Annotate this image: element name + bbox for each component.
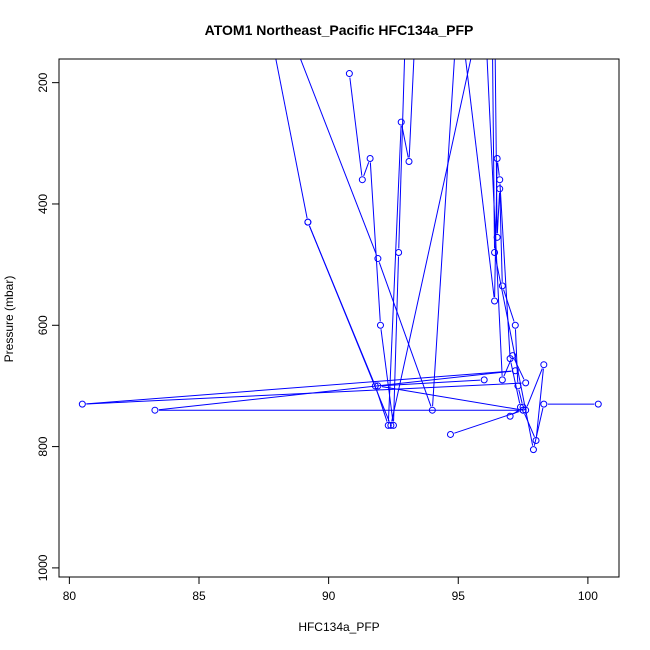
data-point: [358, 176, 366, 184]
series-segment: [465, 59, 495, 298]
data-point: [498, 282, 506, 290]
data-point: [78, 400, 86, 408]
x-tick-label: 100: [578, 589, 598, 603]
series-segment: [496, 192, 501, 234]
x-tick-label: 85: [192, 589, 206, 603]
series-segment: [533, 407, 544, 446]
series-segment: [158, 370, 512, 411]
data-point: [387, 421, 395, 429]
series-segment: [86, 370, 512, 405]
data-point: [395, 248, 403, 256]
series-segment: [308, 225, 390, 422]
data-point: [151, 406, 159, 414]
series-segment: [518, 389, 523, 404]
series-segment: [381, 386, 520, 411]
data-point: [446, 430, 454, 438]
x-tick-label: 95: [452, 589, 466, 603]
series-segment: [432, 59, 455, 407]
y-tick-label: 400: [36, 194, 50, 214]
series-segment: [454, 410, 520, 434]
data-point: [509, 352, 517, 360]
series-layer: [78, 59, 602, 454]
series-segment: [494, 59, 498, 234]
y-tick-label: 1000: [36, 554, 50, 581]
data-point: [374, 382, 382, 390]
data-point: [519, 403, 527, 411]
data-point: [366, 154, 374, 162]
series-segment: [494, 256, 534, 446]
series-segment: [503, 289, 515, 322]
data-point: [540, 361, 548, 369]
y-tick-label: 800: [36, 436, 50, 456]
series-segment: [363, 162, 370, 177]
series-segment: [526, 368, 543, 407]
series-3: [299, 59, 602, 454]
series-segment: [535, 368, 544, 437]
series-segment: [497, 162, 500, 176]
data-point: [376, 321, 384, 329]
data-point: [389, 421, 397, 429]
data-point: [496, 176, 504, 184]
data-point: [491, 248, 499, 256]
series-segment: [524, 413, 535, 438]
series-segment: [408, 59, 415, 158]
series-segment: [387, 126, 402, 422]
data-point: [304, 218, 312, 226]
data-point: [491, 297, 499, 305]
series-segment: [380, 329, 394, 422]
series-segment: [499, 183, 511, 355]
series-segment: [349, 77, 363, 176]
series-segment: [486, 59, 503, 376]
x-tick-label: 80: [63, 589, 77, 603]
series-1: [345, 59, 548, 445]
series-segment: [299, 59, 377, 256]
data-point: [594, 400, 602, 408]
series-segment: [503, 359, 512, 377]
series-segment: [401, 125, 409, 158]
series-segment: [513, 359, 525, 380]
y-axis: 200 400 600 800 1000: [36, 72, 60, 581]
data-point: [511, 321, 519, 329]
data-point: [511, 367, 519, 375]
data-point: [374, 255, 382, 263]
data-point: [345, 70, 353, 78]
data-point: [397, 118, 405, 126]
data-point: [529, 446, 537, 454]
data-point: [493, 154, 501, 162]
y-tick-label: 600: [36, 315, 50, 335]
data-point: [519, 406, 527, 414]
data-point: [384, 421, 392, 429]
series-segment: [381, 379, 481, 387]
y-tick-label: 200: [36, 72, 50, 92]
data-point: [506, 412, 514, 420]
chart-title: ATOM1 Northeast_Pacific HFC134a_PFP: [205, 22, 474, 38]
y-axis-label: Pressure (mbar): [2, 276, 16, 363]
series-segment: [378, 262, 432, 407]
data-point: [540, 400, 548, 408]
data-point: [522, 379, 530, 387]
series-segment: [499, 192, 503, 282]
x-tick-label: 90: [322, 589, 336, 603]
data-point: [405, 158, 413, 166]
series-segment: [393, 256, 400, 422]
data-point: [480, 376, 488, 384]
plot-frame: [58, 58, 620, 578]
series-segment: [369, 162, 381, 322]
data-point: [496, 185, 504, 193]
x-axis-label: HFC134a_PFP: [298, 620, 379, 634]
series-segment: [275, 59, 308, 219]
data-point: [498, 376, 506, 384]
series-segment: [391, 59, 472, 422]
x-axis: 80 85 90 95 100: [63, 576, 598, 603]
series-4: [78, 59, 530, 429]
